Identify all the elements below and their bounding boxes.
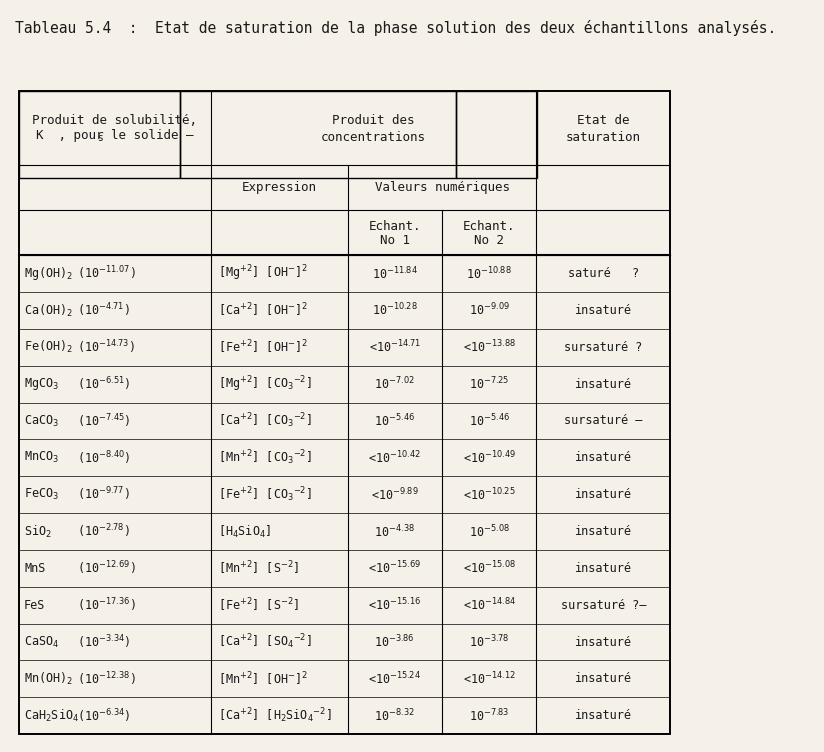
Text: 10$^{-10.28}$: 10$^{-10.28}$ bbox=[372, 302, 418, 319]
Text: <10$^{-14.71}$: <10$^{-14.71}$ bbox=[368, 339, 421, 356]
Text: Produit de solubilité,: Produit de solubilité, bbox=[32, 114, 197, 127]
Text: (10$^{-9.77}$): (10$^{-9.77}$) bbox=[77, 486, 129, 504]
Text: insaturé: insaturé bbox=[575, 378, 632, 390]
Text: Fe(OH)$_2$: Fe(OH)$_2$ bbox=[24, 339, 73, 356]
Text: (10$^{-14.73}$): (10$^{-14.73}$) bbox=[77, 338, 135, 356]
Text: CaSO$_4$: CaSO$_4$ bbox=[24, 635, 59, 650]
Text: [Mn$^{+2}$] [CO$_3$$^{-2}$]: [Mn$^{+2}$] [CO$_3$$^{-2}$] bbox=[218, 448, 311, 467]
Text: <10$^{-14.84}$: <10$^{-14.84}$ bbox=[463, 597, 516, 614]
Text: [H$_4$SiO$_4$]: [H$_4$SiO$_4$] bbox=[218, 523, 271, 540]
Text: MgCO$_3$: MgCO$_3$ bbox=[24, 376, 59, 392]
Text: insaturé: insaturé bbox=[575, 562, 632, 575]
Text: (10$^{-3.34}$): (10$^{-3.34}$) bbox=[77, 633, 130, 650]
Text: 10$^{-8.32}$: 10$^{-8.32}$ bbox=[374, 708, 415, 724]
Text: <10$^{-14.12}$: <10$^{-14.12}$ bbox=[463, 671, 516, 687]
Text: <10$^{-13.88}$: <10$^{-13.88}$ bbox=[463, 339, 516, 356]
Text: No 1: No 1 bbox=[380, 234, 410, 247]
Text: concentrations: concentrations bbox=[321, 131, 426, 144]
Text: 10$^{-4.38}$: 10$^{-4.38}$ bbox=[374, 523, 415, 540]
Text: Tableau 5.4  :  Etat de saturation de la phase solution des deux échantillons an: Tableau 5.4 : Etat de saturation de la p… bbox=[15, 20, 776, 36]
Text: (10$^{-12.38}$): (10$^{-12.38}$) bbox=[77, 670, 136, 687]
Text: [Mn$^{+2}$] [S$^{-2}$]: [Mn$^{+2}$] [S$^{-2}$] bbox=[218, 559, 299, 577]
Text: Mn(OH)$_2$: Mn(OH)$_2$ bbox=[24, 671, 73, 687]
Text: (10$^{-2.78}$): (10$^{-2.78}$) bbox=[77, 523, 129, 541]
Text: (10$^{-4.71}$): (10$^{-4.71}$) bbox=[77, 302, 129, 320]
Text: saturation: saturation bbox=[566, 131, 641, 144]
Text: saturé   ?: saturé ? bbox=[568, 267, 639, 280]
Text: [Fe$^{+2}$] [OH$^{-}$]$^2$: [Fe$^{+2}$] [OH$^{-}$]$^2$ bbox=[218, 338, 308, 356]
Text: [Fe$^{+2}$] [S$^{-2}$]: [Fe$^{+2}$] [S$^{-2}$] bbox=[218, 596, 299, 614]
Text: <10$^{-10.49}$: <10$^{-10.49}$ bbox=[462, 450, 516, 466]
Text: [Ca$^{+2}$] [SO$_4$$^{-2}$]: [Ca$^{+2}$] [SO$_4$$^{-2}$] bbox=[218, 632, 311, 651]
Text: MnCO$_3$: MnCO$_3$ bbox=[24, 450, 59, 465]
Text: 10$^{-3.78}$: 10$^{-3.78}$ bbox=[469, 634, 509, 650]
Text: insaturé: insaturé bbox=[575, 709, 632, 722]
Text: 10$^{-5.08}$: 10$^{-5.08}$ bbox=[469, 523, 510, 540]
Text: (10$^{-6.51}$): (10$^{-6.51}$) bbox=[77, 375, 130, 393]
Text: Etat de: Etat de bbox=[577, 114, 630, 127]
Text: Mg(OH)$_2$: Mg(OH)$_2$ bbox=[24, 265, 73, 282]
Text: <10$^{-15.24}$: <10$^{-15.24}$ bbox=[368, 671, 421, 687]
Text: insaturé: insaturé bbox=[575, 525, 632, 538]
Text: No 2: No 2 bbox=[475, 234, 504, 247]
Text: [Fe$^{+2}$] [CO$_3$$^{-2}$]: [Fe$^{+2}$] [CO$_3$$^{-2}$] bbox=[218, 485, 311, 504]
Text: sursaturé —: sursaturé — bbox=[564, 414, 643, 427]
Bar bbox=[456, 91, 537, 178]
Bar bbox=[180, 91, 456, 178]
Text: MnS: MnS bbox=[24, 562, 45, 575]
Text: 10$^{-7.25}$: 10$^{-7.25}$ bbox=[469, 376, 509, 393]
Text: (10$^{-11.07}$): (10$^{-11.07}$) bbox=[77, 265, 136, 283]
Text: K  , pour le solide —: K , pour le solide — bbox=[36, 129, 194, 142]
Text: <10$^{-10.25}$: <10$^{-10.25}$ bbox=[463, 487, 516, 503]
Text: Expression: Expression bbox=[241, 181, 316, 194]
Text: [Mg$^{+2}$] [OH$^{-}$]$^2$: [Mg$^{+2}$] [OH$^{-}$]$^2$ bbox=[218, 264, 308, 284]
Text: <10$^{-15.69}$: <10$^{-15.69}$ bbox=[368, 560, 421, 577]
Text: [Mn$^{+2}$] [OH$^{-}$]$^2$: [Mn$^{+2}$] [OH$^{-}$]$^2$ bbox=[218, 670, 308, 687]
Text: (10$^{-8.40}$): (10$^{-8.40}$) bbox=[77, 449, 130, 467]
Text: 10$^{-5.46}$: 10$^{-5.46}$ bbox=[374, 413, 415, 429]
Text: (10$^{-6.34}$): (10$^{-6.34}$) bbox=[77, 707, 130, 724]
Text: <10$^{-15.08}$: <10$^{-15.08}$ bbox=[462, 560, 516, 577]
Text: (10$^{-12.69}$): (10$^{-12.69}$) bbox=[77, 559, 136, 577]
Text: insaturé: insaturé bbox=[575, 488, 632, 501]
Text: [Ca$^{+2}$] [CO$_3$$^{-2}$]: [Ca$^{+2}$] [CO$_3$$^{-2}$] bbox=[218, 411, 311, 430]
Text: sursaturé ?—: sursaturé ?— bbox=[560, 599, 646, 611]
Text: [Mg$^{+2}$] [CO$_3$$^{-2}$]: [Mg$^{+2}$] [CO$_3$$^{-2}$] bbox=[218, 374, 311, 394]
Text: 10$^{-11.84}$: 10$^{-11.84}$ bbox=[372, 265, 418, 282]
Bar bbox=[18, 91, 180, 178]
Text: Echant.: Echant. bbox=[463, 220, 516, 233]
Text: sursaturé ?: sursaturé ? bbox=[564, 341, 643, 354]
Text: FeCO$_3$: FeCO$_3$ bbox=[24, 487, 59, 502]
Text: 10$^{-7.02}$: 10$^{-7.02}$ bbox=[374, 376, 415, 393]
Text: (10$^{-7.45}$): (10$^{-7.45}$) bbox=[77, 412, 130, 430]
Text: CaH$_2$SiO$_4$: CaH$_2$SiO$_4$ bbox=[24, 708, 79, 723]
Text: 10$^{-10.88}$: 10$^{-10.88}$ bbox=[466, 265, 513, 282]
Text: 10$^{-9.09}$: 10$^{-9.09}$ bbox=[469, 302, 510, 319]
Text: s: s bbox=[91, 133, 103, 143]
Text: Echant.: Echant. bbox=[368, 220, 421, 233]
Text: SiO$_2$: SiO$_2$ bbox=[24, 523, 52, 540]
Text: 10$^{-7.83}$: 10$^{-7.83}$ bbox=[469, 708, 509, 724]
Text: (10$^{-17.36}$): (10$^{-17.36}$) bbox=[77, 596, 136, 614]
Bar bbox=[18, 91, 670, 734]
Text: 10$^{-5.46}$: 10$^{-5.46}$ bbox=[469, 413, 510, 429]
Text: insaturé: insaturé bbox=[575, 635, 632, 648]
Text: FeS: FeS bbox=[24, 599, 45, 611]
Text: [Ca$^{+2}$] [H$_2$SiO$_4$$^{-2}$]: [Ca$^{+2}$] [H$_2$SiO$_4$$^{-2}$] bbox=[218, 706, 331, 725]
Text: <10$^{-15.16}$: <10$^{-15.16}$ bbox=[368, 597, 421, 614]
Bar bbox=[18, 91, 670, 734]
Text: 10$^{-3.86}$: 10$^{-3.86}$ bbox=[374, 634, 415, 650]
Text: insaturé: insaturé bbox=[575, 672, 632, 685]
Text: Valeurs numériques: Valeurs numériques bbox=[375, 181, 509, 194]
Text: CaCO$_3$: CaCO$_3$ bbox=[24, 414, 59, 429]
Text: insaturé: insaturé bbox=[575, 304, 632, 317]
Text: [Ca$^{+2}$] [OH$^{-}$]$^2$: [Ca$^{+2}$] [OH$^{-}$]$^2$ bbox=[218, 302, 308, 320]
Text: <10$^{-9.89}$: <10$^{-9.89}$ bbox=[371, 487, 419, 503]
Text: insaturé: insaturé bbox=[575, 451, 632, 464]
Text: <10$^{-10.42}$: <10$^{-10.42}$ bbox=[368, 450, 421, 466]
Text: Produit des: Produit des bbox=[332, 114, 414, 127]
Text: Ca(OH)$_2$: Ca(OH)$_2$ bbox=[24, 302, 73, 319]
